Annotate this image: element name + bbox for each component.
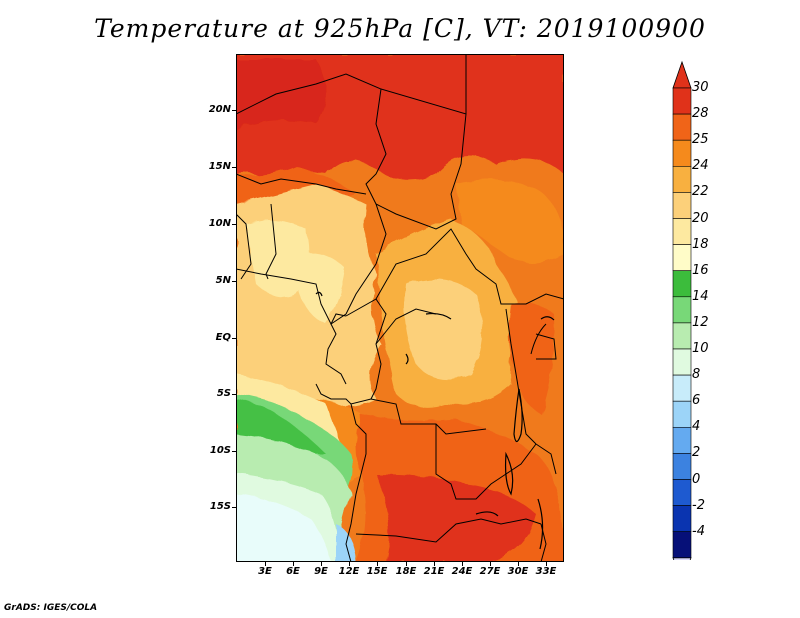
colorbar-label: 8 xyxy=(692,367,701,383)
colorbar-label: 22 xyxy=(692,184,709,200)
lon-tick xyxy=(377,562,378,566)
colorbar-label: 6 xyxy=(692,393,701,409)
colorbar-label: 10 xyxy=(692,341,709,356)
colorbar-bin xyxy=(672,218,692,245)
lon-label-3e: 3E xyxy=(258,566,272,577)
lon-label-6e: 6E xyxy=(286,566,300,577)
lon-label-33e: 33E xyxy=(535,566,557,577)
colorbar-label: 2 xyxy=(692,445,701,461)
colorbar-arrow-below xyxy=(672,557,692,560)
lon-tick xyxy=(490,562,491,566)
colorbar-label: -4 xyxy=(692,523,705,539)
lat-label-eq: EQ xyxy=(215,332,231,343)
lon-tick xyxy=(462,562,463,566)
chart-title: Temperature at 925hPa [C], VT: 201910090… xyxy=(94,14,706,43)
colorbar-label: 12 xyxy=(692,314,709,330)
lon-tick xyxy=(406,562,407,566)
lon-tick xyxy=(265,562,266,566)
colorbar-label: 16 xyxy=(692,262,709,278)
colorbar-bin xyxy=(672,505,692,533)
colorbar-bin xyxy=(672,192,692,219)
colorbar-bin xyxy=(672,400,692,428)
lon-tick xyxy=(321,562,322,566)
lon-label-24e: 24E xyxy=(451,566,473,577)
lat-tick xyxy=(232,338,236,339)
lakes xyxy=(315,291,555,550)
lon-label-18e: 18E xyxy=(395,566,417,577)
colorbar-bin xyxy=(672,296,692,324)
lon-tick xyxy=(434,562,435,566)
colorbar-bin xyxy=(672,374,692,402)
lat-label-10n: 10N xyxy=(208,218,231,229)
colorbar-bin xyxy=(672,113,692,141)
lat-label-10s: 10S xyxy=(209,445,231,456)
country-borders xyxy=(236,54,564,562)
lon-tick xyxy=(293,562,294,566)
colorbar-label: 28 xyxy=(692,106,709,122)
colorbar-bin xyxy=(672,531,692,559)
colorbar-label: 20 xyxy=(692,210,709,226)
lat-tick xyxy=(232,451,236,452)
lat-label-5n: 5N xyxy=(215,275,231,286)
lon-tick xyxy=(349,562,350,566)
lon-label-9e: 9E xyxy=(314,566,328,577)
colorbar-bin xyxy=(672,139,692,167)
colorbar-label: 30 xyxy=(692,80,709,95)
colorbar-arrow-above xyxy=(672,60,692,89)
colorbar-bin xyxy=(672,479,692,506)
lon-tick xyxy=(518,562,519,566)
colorbar-bin xyxy=(672,270,692,298)
colorbar-bin xyxy=(672,244,692,272)
lat-tick xyxy=(232,281,236,282)
lat-tick xyxy=(232,110,236,111)
lat-label-15n: 15N xyxy=(208,161,231,172)
lat-label-15s: 15S xyxy=(209,501,231,512)
lon-label-27e: 27E xyxy=(479,566,501,577)
grads-credit: GrADS: IGES/COLA xyxy=(4,603,98,613)
colorbar-bin xyxy=(672,426,692,454)
colorbar-bin xyxy=(672,348,692,376)
lat-tick xyxy=(232,167,236,168)
colorbar-bin xyxy=(672,166,692,193)
lon-label-12e: 12E xyxy=(338,566,360,577)
lat-tick xyxy=(232,224,236,225)
colorbar-label: 14 xyxy=(692,288,709,304)
lat-tick xyxy=(232,507,236,508)
colorbar-label: 25 xyxy=(692,132,709,148)
lon-tick xyxy=(546,562,547,566)
lat-label-5s: 5S xyxy=(216,388,231,399)
lat-tick xyxy=(232,394,236,395)
colorbar-bin xyxy=(672,453,692,480)
colorbar-label: 18 xyxy=(692,236,709,252)
temperature-field xyxy=(236,54,564,562)
temperature-map xyxy=(236,54,564,562)
lon-label-15e: 15E xyxy=(366,566,388,577)
lon-label-21e: 21E xyxy=(423,566,445,577)
colorbar-label: 24 xyxy=(692,158,709,174)
lat-label-20n: 20N xyxy=(208,104,231,115)
colorbar xyxy=(672,60,692,560)
colorbar-label: -2 xyxy=(692,497,705,513)
lon-label-30e: 30E xyxy=(507,566,529,577)
colorbar-bin xyxy=(672,87,692,115)
colorbar-label: 0 xyxy=(692,471,701,487)
colorbar-label: 4 xyxy=(692,419,701,435)
colorbar-bin xyxy=(672,322,692,350)
